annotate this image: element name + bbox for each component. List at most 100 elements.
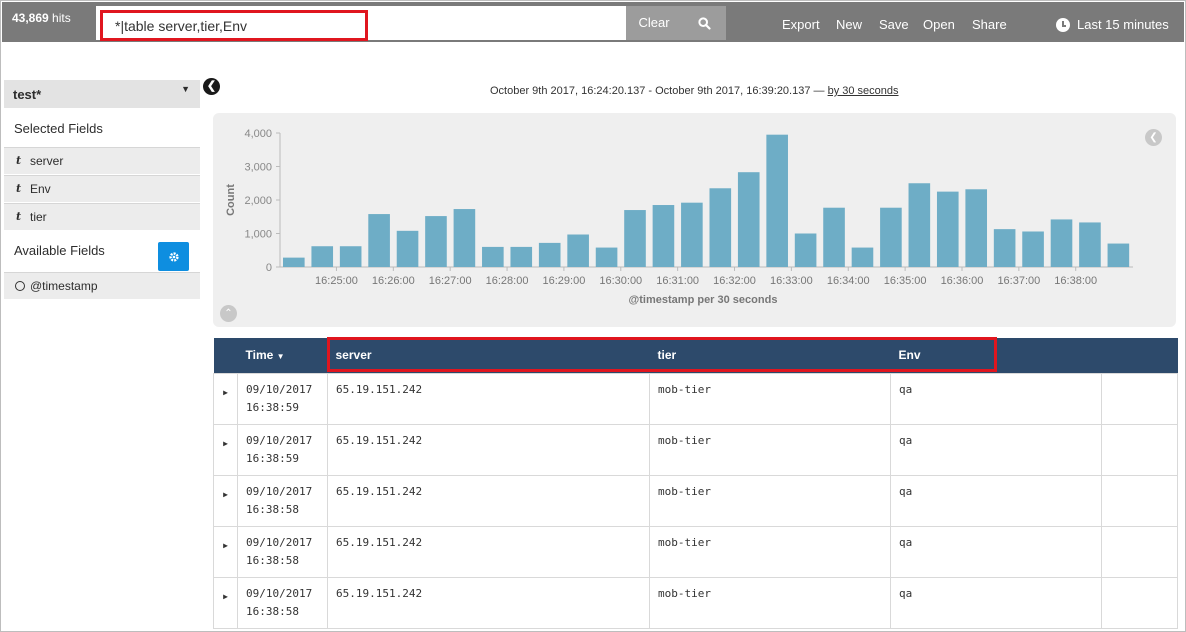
x-tick-label: 16:34:00	[827, 275, 870, 287]
time-value: 16:38:59	[246, 400, 299, 414]
y-tick-label: 2,000	[244, 195, 272, 207]
env-cell: qa	[890, 576, 1102, 629]
expand-row-toggle[interactable]: ▶	[213, 525, 238, 578]
interval-link[interactable]: by 30 seconds	[827, 85, 899, 97]
x-tick-label: 16:37:00	[997, 275, 1040, 287]
table-row[interactable]: ▶ 09/10/2017 16:38:58 65.19.151.242 mob-tier…	[213, 474, 1178, 527]
x-tick-label: 16:33:00	[770, 275, 813, 287]
histogram-bar	[482, 246, 504, 267]
histogram-bar	[908, 183, 931, 267]
available-fields-title: Available Fields	[14, 243, 105, 258]
histogram-bar	[425, 216, 447, 267]
time-cell: 09/10/2017 16:38:59	[237, 423, 328, 476]
index-pattern-select[interactable]: test* ▼	[4, 80, 200, 108]
empty-cell	[1101, 372, 1178, 425]
histogram-bar	[823, 207, 845, 267]
time-column-header[interactable]: Time ▼	[237, 338, 328, 373]
string-type-icon: t	[16, 210, 22, 223]
sort-desc-icon[interactable]: ▼	[276, 352, 285, 362]
field-name: tier	[30, 210, 47, 224]
expand-row-toggle[interactable]: ▶	[213, 372, 238, 425]
env-column-header[interactable]: Env	[890, 338, 1102, 373]
histogram-bar	[794, 233, 817, 267]
x-tick-label: 16:28:00	[486, 275, 529, 287]
caret-right-icon: ▶	[223, 591, 228, 601]
tier-cell: mob-tier	[649, 423, 891, 476]
x-tick-label: 16:29:00	[543, 275, 586, 287]
search-button[interactable]	[682, 6, 726, 40]
histogram-bar	[851, 247, 874, 267]
table-row[interactable]: ▶ 09/10/2017 16:38:58 65.19.151.242 mob-tier…	[213, 576, 1178, 629]
histogram-bar	[965, 189, 988, 267]
x-tick-label: 16:32:00	[713, 275, 756, 287]
new-link[interactable]: New	[836, 17, 863, 32]
x-tick-label: 16:26:00	[372, 275, 415, 287]
histogram-chart: 0 1,000 2,000 3,000 4,000 Count 16:25:00 16:26:…	[213, 113, 1176, 327]
env-cell: qa	[890, 423, 1102, 476]
search-icon	[697, 16, 711, 30]
histogram-bar	[1107, 243, 1130, 267]
table-row[interactable]: ▶ 09/10/2017 16:38:58 65.19.151.242 mob-tier…	[213, 525, 1178, 578]
time-value: 16:38:58	[246, 604, 299, 618]
env-cell: qa	[890, 474, 1102, 527]
table-header: Time ▼ server tier Env	[213, 338, 1178, 373]
histogram-bar	[737, 172, 760, 267]
tier-cell: mob-tier	[649, 525, 891, 578]
available-field-timestamp[interactable]: @timestamp	[4, 272, 200, 299]
env-cell: qa	[890, 525, 1102, 578]
caret-right-icon: ▶	[223, 438, 228, 448]
expand-column-header	[213, 338, 238, 373]
caret-right-icon: ▶	[223, 387, 228, 397]
x-tick-label: 16:38:00	[1054, 275, 1097, 287]
column-label: Time	[245, 348, 274, 363]
table-row[interactable]: ▶ 09/10/2017 16:38:59 65.19.151.242 mob-tier…	[213, 423, 1178, 476]
expand-row-toggle[interactable]: ▶	[213, 474, 238, 527]
search-input[interactable]	[100, 10, 368, 41]
x-tick-label: 16:27:00	[429, 275, 472, 287]
table-body: ▶ 09/10/2017 16:38:59 65.19.151.242 mob-tier…	[213, 372, 1178, 629]
server-cell: 65.19.151.242	[327, 474, 650, 527]
selected-field-server[interactable]: t server	[4, 147, 200, 174]
chart-collapse-button[interactable]: ❮	[1145, 129, 1162, 146]
time-cell: 09/10/2017 16:38:58	[237, 576, 328, 629]
open-link[interactable]: Open	[923, 17, 955, 32]
query-bar	[96, 6, 626, 41]
tier-cell: mob-tier	[649, 474, 891, 527]
clear-button[interactable]: Clear	[626, 6, 682, 40]
env-cell: qa	[890, 372, 1102, 425]
time-range-label: October 9th 2017, 16:24:20.137 - October…	[490, 85, 828, 97]
tier-column-header[interactable]: tier	[649, 338, 891, 373]
field-settings-button[interactable]	[158, 242, 189, 271]
histogram-bar	[1050, 219, 1073, 267]
share-link[interactable]: Share	[972, 17, 1007, 32]
field-name: Env	[30, 182, 51, 196]
index-pattern-name: test*	[13, 87, 42, 102]
save-link[interactable]: Save	[879, 17, 909, 32]
histogram-bar	[652, 205, 675, 267]
time-range-text: October 9th 2017, 16:24:20.137 - October…	[490, 85, 899, 97]
chevron-up-icon: ⌃	[224, 308, 233, 319]
tier-cell: mob-tier	[649, 372, 891, 425]
empty-cell	[1101, 576, 1178, 629]
collapse-sidebar-button[interactable]: ❮	[203, 78, 220, 95]
server-column-header[interactable]: server	[327, 338, 650, 373]
empty-cell	[1101, 474, 1178, 527]
histogram-bar	[880, 207, 902, 267]
time-cell: 09/10/2017 16:38:58	[237, 525, 328, 578]
histogram-bar	[538, 242, 561, 267]
table-row[interactable]: ▶ 09/10/2017 16:38:59 65.19.151.242 mob-tier…	[213, 372, 1178, 425]
expand-row-toggle[interactable]: ▶	[213, 576, 238, 629]
caret-right-icon: ▶	[223, 489, 228, 499]
string-type-icon: t	[16, 182, 22, 195]
time-picker[interactable]: Last 15 minutes	[1056, 17, 1169, 32]
chart-toggle-button[interactable]: ⌃	[220, 305, 237, 322]
gear-icon	[168, 251, 179, 262]
histogram-bar	[595, 247, 618, 267]
time-value: 16:38:58	[246, 502, 299, 516]
selected-field-tier[interactable]: t tier	[4, 203, 200, 230]
histogram-bar	[396, 230, 419, 267]
expand-row-toggle[interactable]: ▶	[213, 423, 238, 476]
export-link[interactable]: Export	[782, 17, 820, 32]
selected-field-env[interactable]: t Env	[4, 175, 200, 202]
time-cell: 09/10/2017 16:38:58	[237, 474, 328, 527]
